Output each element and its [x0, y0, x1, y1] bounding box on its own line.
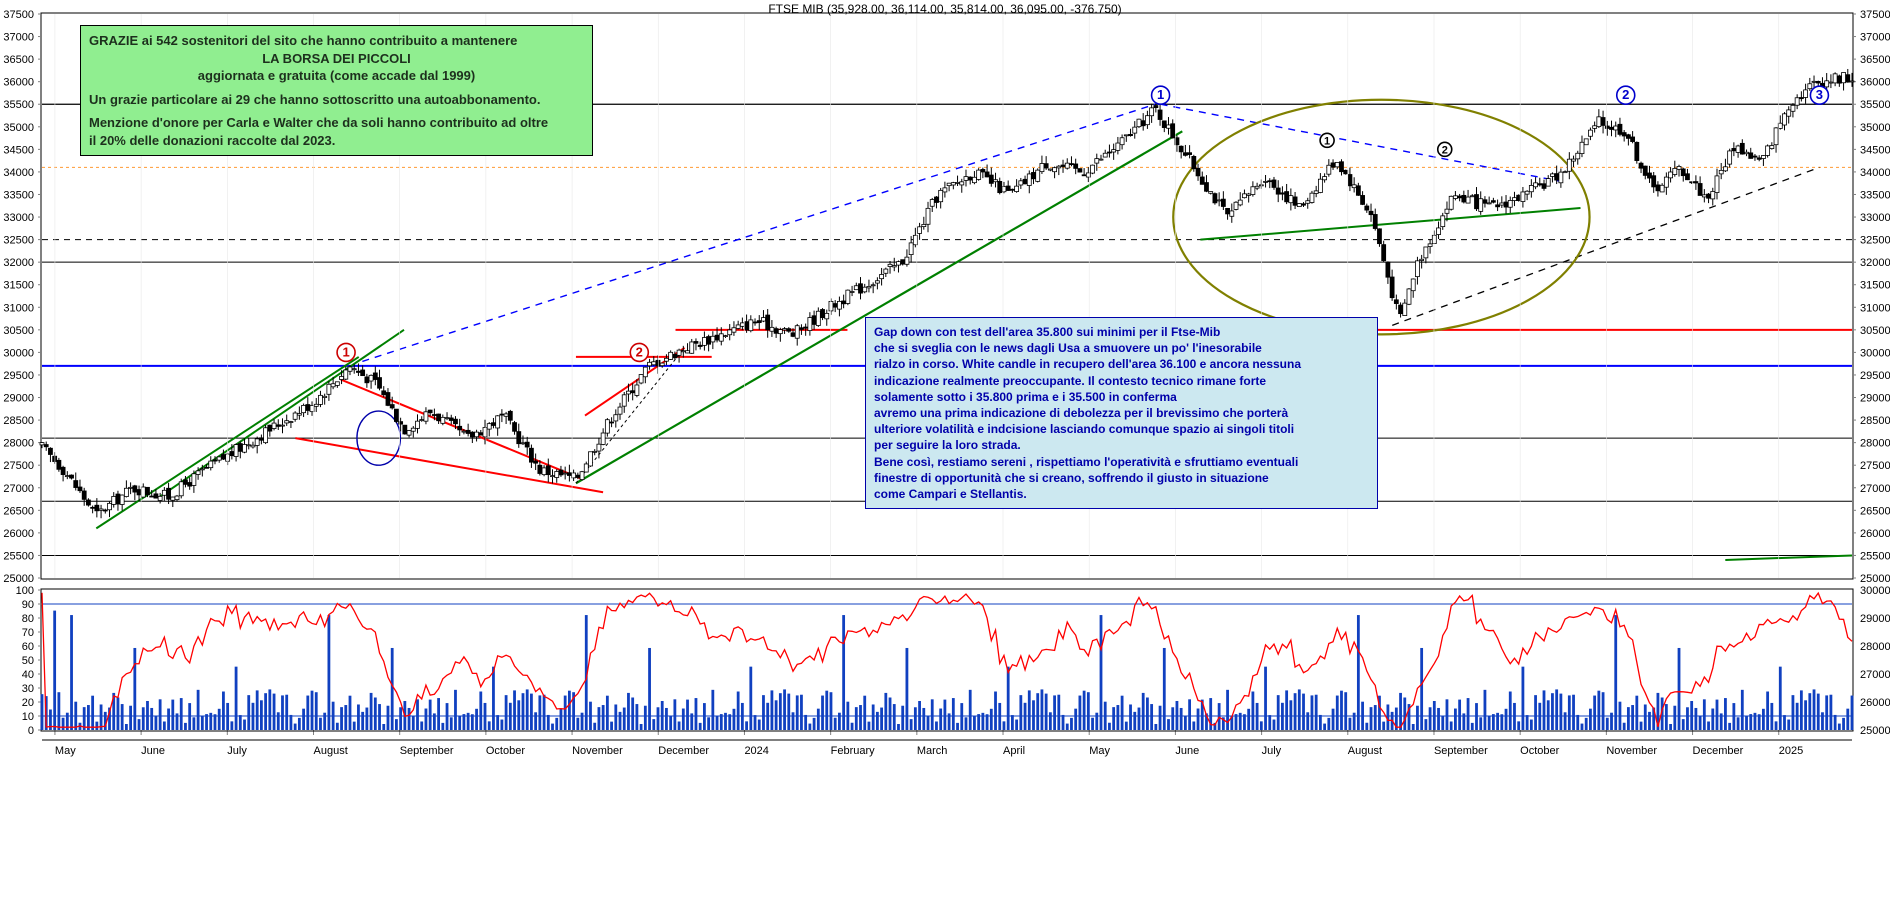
svg-text:30500: 30500	[1860, 325, 1890, 337]
svg-text:May: May	[55, 745, 76, 757]
svg-text:December: December	[658, 745, 709, 757]
svg-text:20: 20	[22, 697, 34, 709]
svg-text:2: 2	[1442, 144, 1448, 156]
svg-text:33500: 33500	[3, 189, 34, 201]
svg-text:July: July	[227, 745, 247, 757]
svg-text:27000: 27000	[3, 483, 34, 495]
svg-text:August: August	[1348, 745, 1382, 757]
svg-text:0: 0	[28, 725, 34, 737]
svg-text:2: 2	[1622, 87, 1629, 102]
svg-text:10: 10	[22, 711, 34, 723]
svg-text:100: 100	[16, 585, 34, 597]
svg-text:29000: 29000	[1860, 613, 1890, 625]
svg-text:30000: 30000	[1860, 347, 1890, 359]
svg-text:29500: 29500	[1860, 370, 1890, 382]
svg-text:60: 60	[22, 641, 34, 653]
svg-text:May: May	[1089, 745, 1110, 757]
svg-text:1: 1	[1324, 135, 1330, 147]
svg-text:June: June	[1175, 745, 1199, 757]
svg-text:34500: 34500	[1860, 144, 1890, 156]
svg-text:December: December	[1693, 745, 1744, 757]
svg-text:25000: 25000	[3, 573, 34, 585]
svg-text:1: 1	[1157, 87, 1164, 102]
svg-text:28000: 28000	[1860, 438, 1890, 450]
svg-text:50: 50	[22, 655, 34, 667]
svg-text:July: July	[1262, 745, 1282, 757]
svg-text:33000: 33000	[3, 212, 34, 224]
svg-text:25000: 25000	[1860, 573, 1890, 585]
svg-text:26000: 26000	[1860, 697, 1890, 709]
svg-text:October: October	[1520, 745, 1559, 757]
svg-text:April: April	[1003, 745, 1025, 757]
svg-text:26500: 26500	[1860, 505, 1890, 517]
svg-text:September: September	[1434, 745, 1488, 757]
svg-text:35000: 35000	[3, 122, 34, 134]
svg-text:February: February	[831, 745, 876, 757]
svg-text:25500: 25500	[1860, 550, 1890, 562]
svg-text:31000: 31000	[3, 302, 34, 314]
svg-text:26000: 26000	[1860, 528, 1890, 540]
svg-text:30000: 30000	[3, 347, 34, 359]
svg-text:28500: 28500	[3, 415, 34, 427]
svg-text:27500: 27500	[3, 460, 34, 472]
svg-text:28000: 28000	[1860, 641, 1890, 653]
svg-text:35000: 35000	[1860, 122, 1890, 134]
svg-text:32000: 32000	[1860, 257, 1890, 269]
svg-text:3: 3	[1816, 87, 1823, 102]
svg-text:37000: 37000	[3, 32, 34, 44]
svg-text:March: March	[917, 745, 948, 757]
svg-text:June: June	[141, 745, 165, 757]
svg-text:32500: 32500	[3, 235, 34, 247]
svg-text:2025: 2025	[1779, 745, 1803, 757]
svg-text:25500: 25500	[3, 550, 34, 562]
svg-text:90: 90	[22, 599, 34, 611]
chart-title: FTSE MIB (35,928.00, 36,114.00, 35,814.0…	[0, 0, 1890, 16]
svg-text:32000: 32000	[3, 257, 34, 269]
svg-text:36000: 36000	[1860, 77, 1890, 89]
svg-text:26000: 26000	[3, 528, 34, 540]
svg-text:80: 80	[22, 613, 34, 625]
analysis-annotation-box: Gap down con test dell'area 35.800 sui m…	[865, 317, 1378, 509]
svg-text:31500: 31500	[1860, 280, 1890, 292]
svg-text:30000: 30000	[1860, 585, 1890, 597]
svg-text:34500: 34500	[3, 144, 34, 156]
svg-text:27000: 27000	[1860, 669, 1890, 681]
svg-text:2: 2	[636, 344, 643, 359]
svg-text:27500: 27500	[1860, 460, 1890, 472]
svg-text:28500: 28500	[1860, 415, 1890, 427]
svg-text:33500: 33500	[1860, 189, 1890, 201]
svg-text:33000: 33000	[1860, 212, 1890, 224]
svg-text:36000: 36000	[3, 77, 34, 89]
svg-text:30500: 30500	[3, 325, 34, 337]
svg-text:November: November	[1606, 745, 1657, 757]
svg-text:70: 70	[22, 627, 34, 639]
svg-text:August: August	[314, 745, 348, 757]
svg-text:35500: 35500	[1860, 99, 1890, 111]
svg-text:28000: 28000	[3, 438, 34, 450]
svg-text:25000: 25000	[1860, 725, 1890, 737]
svg-text:2024: 2024	[744, 745, 768, 757]
svg-text:34000: 34000	[3, 167, 34, 179]
svg-text:29500: 29500	[3, 370, 34, 382]
svg-text:September: September	[400, 745, 454, 757]
svg-text:1: 1	[342, 344, 349, 359]
svg-text:27000: 27000	[1860, 483, 1890, 495]
svg-text:34000: 34000	[1860, 167, 1890, 179]
thanks-annotation-box: GRAZIE ai 542 sostenitori del sito che h…	[80, 25, 593, 156]
svg-text:35500: 35500	[3, 99, 34, 111]
svg-text:31500: 31500	[3, 280, 34, 292]
svg-text:November: November	[572, 745, 623, 757]
svg-text:29000: 29000	[1860, 393, 1890, 405]
svg-text:37000: 37000	[1860, 32, 1890, 44]
svg-text:40: 40	[22, 669, 34, 681]
stock-chart-container: FTSE MIB (35,928.00, 36,114.00, 35,814.0…	[0, 0, 1890, 903]
svg-text:31000: 31000	[1860, 302, 1890, 314]
svg-text:30: 30	[22, 683, 34, 695]
svg-text:26500: 26500	[3, 505, 34, 517]
svg-text:32500: 32500	[1860, 235, 1890, 247]
svg-text:36500: 36500	[1860, 54, 1890, 66]
svg-text:October: October	[486, 745, 525, 757]
svg-text:36500: 36500	[3, 54, 34, 66]
svg-text:29000: 29000	[3, 393, 34, 405]
